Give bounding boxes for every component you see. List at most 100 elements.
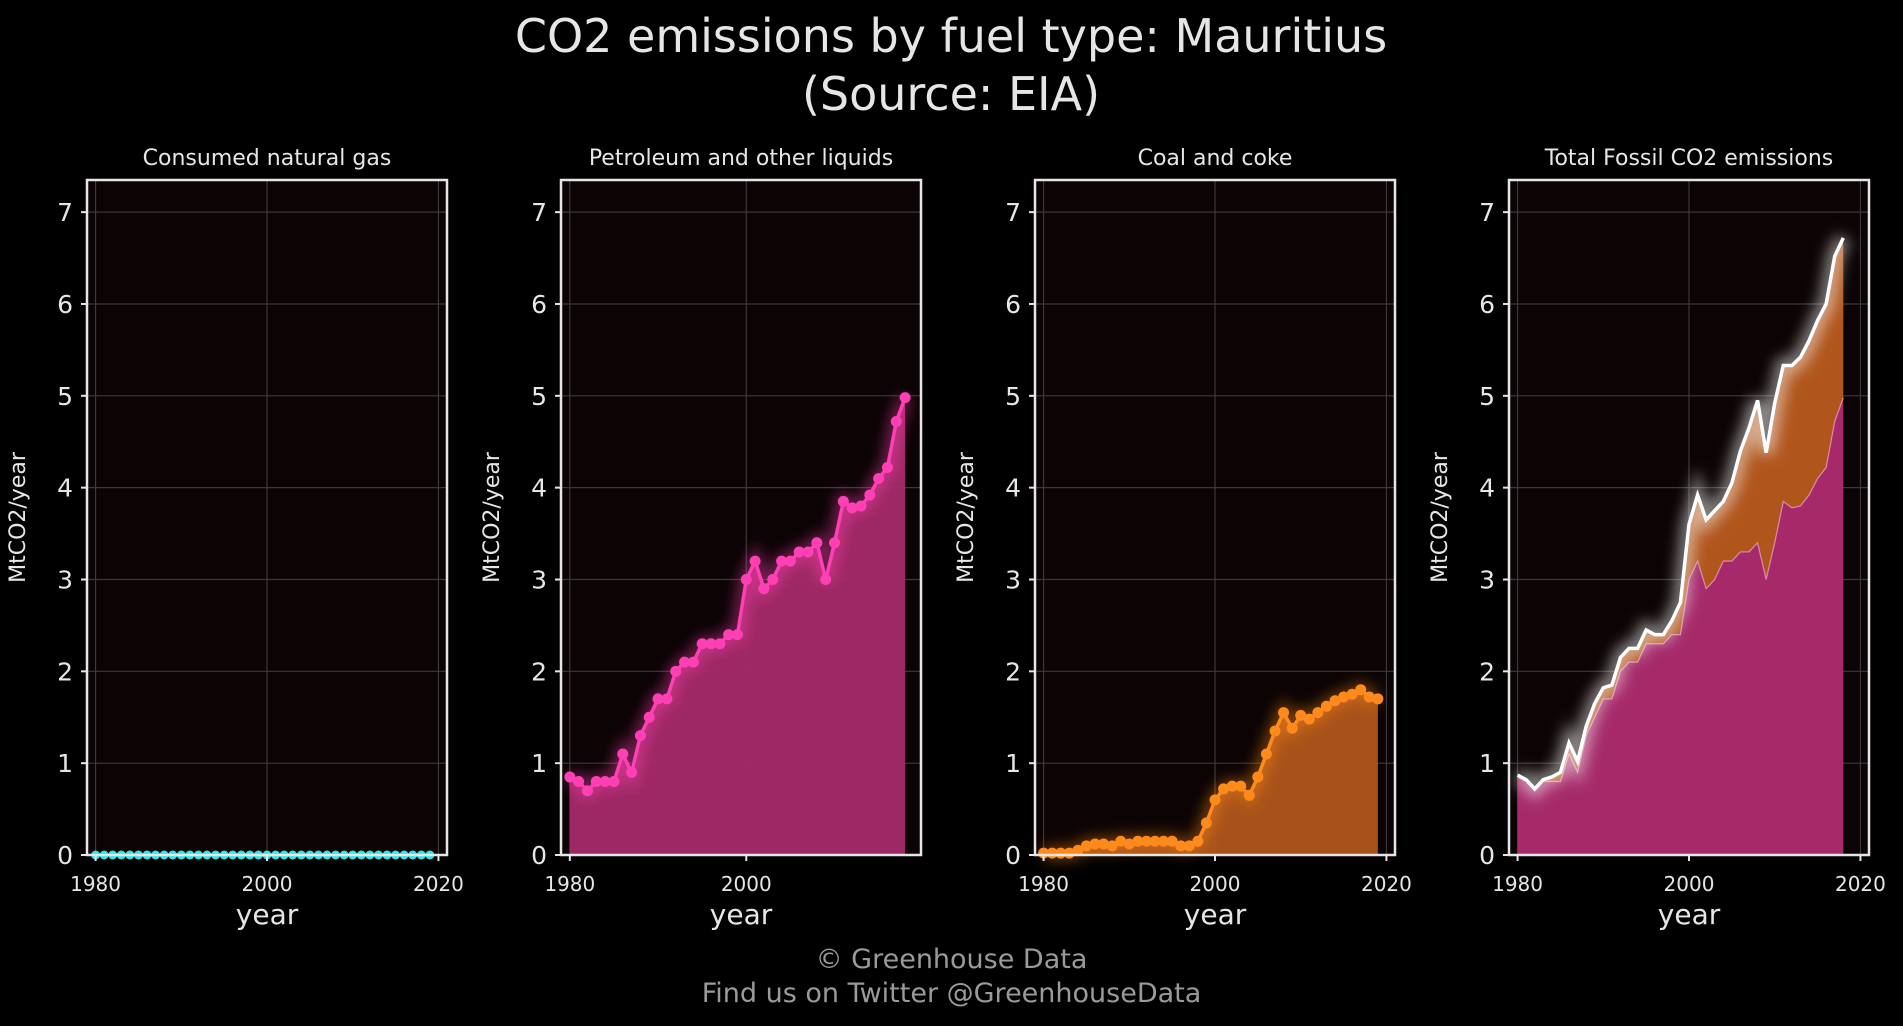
- data-point: [1200, 817, 1212, 829]
- y-tick-label: 2: [1479, 657, 1495, 686]
- footer-copyright: © Greenhouse Data: [815, 944, 1088, 975]
- y-tick-label: 5: [1005, 382, 1021, 411]
- y-axis-label: MtCO2/year: [6, 451, 31, 583]
- x-axis-label: year: [710, 898, 773, 931]
- y-tick-label: 5: [1479, 382, 1495, 411]
- data-point: [705, 638, 717, 650]
- panel-title: Consumed natural gas: [143, 146, 392, 171]
- x-tick-label: 2020: [1835, 872, 1886, 896]
- data-point: [1123, 838, 1135, 850]
- y-tick-label: 1: [531, 749, 547, 778]
- data-point: [661, 693, 673, 705]
- y-tick-label: 4: [57, 474, 73, 503]
- x-tick-label: 1980: [1492, 872, 1543, 896]
- footer-twitter: Find us on Twitter @GreenhouseData: [701, 978, 1202, 1009]
- stack-area-coal: [1517, 237, 1844, 791]
- y-tick-label: 7: [57, 198, 73, 227]
- data-point: [776, 555, 788, 567]
- y-tick-label: 3: [531, 565, 547, 594]
- data-point: [837, 495, 849, 507]
- y-tick-label: 4: [1005, 474, 1021, 503]
- x-tick-label: 1980: [70, 872, 121, 896]
- data-point: [890, 416, 902, 428]
- y-tick-label: 6: [531, 290, 547, 319]
- data-point: [802, 546, 814, 558]
- data-point: [590, 776, 602, 788]
- panel-title: Coal and coke: [1138, 146, 1293, 171]
- data-point: [793, 546, 805, 558]
- data-point: [1372, 693, 1384, 705]
- y-tick-label: 0: [1005, 841, 1021, 870]
- data-point: [1218, 783, 1230, 795]
- data-point: [643, 711, 655, 723]
- y-tick-label: 6: [57, 290, 73, 319]
- x-axis-label: year: [1658, 898, 1721, 931]
- data-point: [1089, 838, 1101, 850]
- y-tick-label: 0: [57, 841, 73, 870]
- chart-subtitle: (Source: EIA): [802, 67, 1100, 121]
- data-point: [740, 573, 752, 585]
- data-point: [1243, 789, 1255, 801]
- x-tick-label: 2000: [242, 872, 293, 896]
- data-point: [626, 766, 638, 778]
- data-point: [687, 656, 699, 668]
- x-axis-label: year: [236, 898, 299, 931]
- data-point: [1338, 691, 1350, 703]
- data-point: [864, 489, 876, 501]
- x-tick-label: 2020: [413, 872, 464, 896]
- y-tick-label: 6: [1479, 290, 1495, 319]
- data-point: [1363, 691, 1375, 703]
- y-tick-label: 3: [1479, 565, 1495, 594]
- data-point: [873, 472, 885, 484]
- y-tick-label: 7: [1005, 198, 1021, 227]
- panel-4: Total Fossil CO2 emissions 0 1 2 3 4 5 6 7 1980 20…: [1428, 146, 1886, 931]
- data-point: [749, 555, 761, 567]
- data-point: [1192, 835, 1204, 847]
- x-tick-label: 2000: [721, 872, 772, 896]
- data-point: [1209, 794, 1221, 806]
- y-tick-label: 4: [531, 474, 547, 503]
- x-tick-label: 1980: [1018, 872, 1069, 896]
- data-point: [1140, 835, 1152, 847]
- series-area: [569, 397, 906, 855]
- data-point: [1115, 835, 1127, 847]
- chart-title: CO2 emissions by fuel type: Mauritius: [515, 9, 1387, 63]
- data-point: [1252, 771, 1264, 783]
- data-point: [1183, 840, 1195, 852]
- panel-2: Petroleum and other liquids 0 1 2 3 4 5 6 7 1980 2…: [480, 146, 923, 931]
- data-point: [564, 771, 576, 783]
- data-point: [784, 555, 796, 567]
- data-point: [767, 573, 779, 585]
- data-point: [899, 392, 911, 404]
- stack-area-petroleum: [1517, 397, 1844, 855]
- data-point: [1149, 835, 1161, 847]
- series-line-total: [1516, 237, 1845, 792]
- y-tick-label: 1: [57, 749, 73, 778]
- data-point: [1098, 838, 1110, 850]
- plot-frame: [559, 178, 923, 857]
- data-point: [1235, 780, 1247, 792]
- data-point: [1166, 835, 1178, 847]
- data-point: [1226, 780, 1238, 792]
- data-point: [811, 537, 823, 549]
- y-axis-label: MtCO2/year: [954, 451, 979, 583]
- data-point: [1286, 722, 1298, 734]
- data-point: [881, 461, 893, 473]
- data-point: [1329, 695, 1341, 707]
- y-tick-label: 5: [531, 382, 547, 411]
- y-tick-label: 7: [1479, 198, 1495, 227]
- y-tick-label: 2: [531, 657, 547, 686]
- data-point: [1269, 725, 1281, 737]
- data-point: [1278, 707, 1290, 719]
- y-tick-label: 0: [1479, 841, 1495, 870]
- data-point: [1312, 707, 1324, 719]
- data-point: [714, 638, 726, 650]
- data-point: [1260, 748, 1272, 760]
- y-tick-label: 2: [57, 657, 73, 686]
- y-tick-label: 3: [57, 565, 73, 594]
- data-point: [608, 776, 620, 788]
- data-point: [829, 537, 841, 549]
- data-point: [670, 665, 682, 677]
- y-axis-label: MtCO2/year: [1428, 451, 1453, 583]
